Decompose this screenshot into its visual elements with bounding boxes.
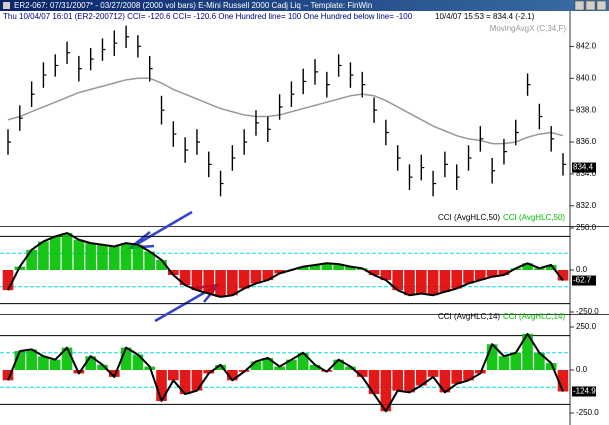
arrow bbox=[126, 210, 193, 250]
panel-title: CCI (AvgHLC,14) bbox=[438, 312, 500, 321]
current-value-label: 834.4 bbox=[573, 163, 594, 172]
y-tick-label: -250.0 bbox=[576, 307, 599, 316]
current-value-box bbox=[572, 386, 596, 397]
legend-entry: MovingAvgX (C,34,F) bbox=[490, 24, 567, 33]
close-button[interactable] bbox=[596, 0, 607, 11]
cci-line bbox=[7, 232, 564, 298]
app-icon bbox=[3, 2, 10, 9]
y-tick-label: 250.0 bbox=[576, 322, 597, 331]
annotation: 10/4/07 15:53 = 834.4 (-2.1) bbox=[435, 12, 535, 21]
y-tick-label: 0.0 bbox=[576, 365, 588, 374]
moving-average bbox=[7, 77, 564, 145]
y-tick-label: 250.0 bbox=[576, 223, 597, 232]
cci-line bbox=[7, 332, 564, 413]
current-value-label: -62.7 bbox=[573, 276, 592, 285]
minimize-button[interactable] bbox=[574, 0, 585, 11]
y-tick-label: 840.0 bbox=[576, 73, 597, 82]
y-tick-label: 0.0 bbox=[576, 265, 588, 274]
status-line: Thu 10/04/07 16:01 (ER2-200712) CCI= -12… bbox=[3, 12, 413, 21]
window-title: ER2-067: 07/31/2007* - 03/27/2008 (2000 … bbox=[14, 1, 372, 10]
legend-entry: CCI (AvgHLC,50) bbox=[503, 213, 565, 222]
panel-title: CCI (AvgHLC,50) bbox=[438, 213, 500, 222]
current-value-label: -124.9 bbox=[573, 387, 596, 396]
title-bar bbox=[0, 0, 609, 11]
y-tick-label: 832.0 bbox=[576, 201, 597, 210]
current-value-box bbox=[572, 275, 596, 286]
current-value-box bbox=[572, 162, 596, 173]
y-tick-label: -250.0 bbox=[576, 408, 599, 417]
legend-entry: CCI (AvgHLC,14) bbox=[503, 312, 565, 321]
y-tick-label: 836.0 bbox=[576, 137, 597, 146]
y-tick-label: 842.0 bbox=[576, 41, 597, 50]
y-tick-label: 838.0 bbox=[576, 105, 597, 114]
y-tick-label: 834.0 bbox=[576, 169, 597, 178]
maximize-button[interactable] bbox=[585, 0, 596, 11]
